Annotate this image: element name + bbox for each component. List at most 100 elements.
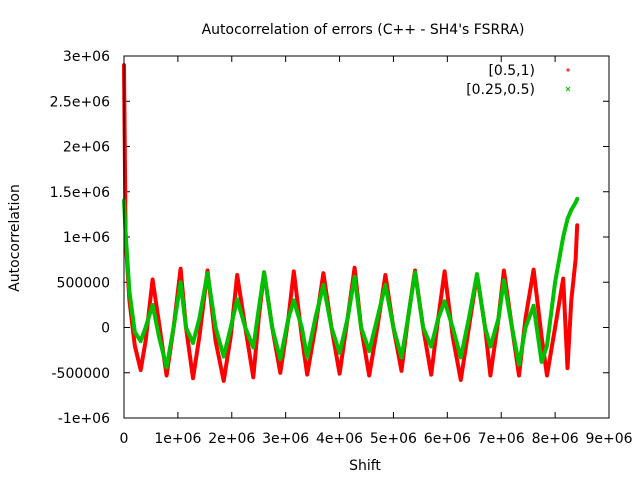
data-point: [178, 280, 183, 285]
data-point: [413, 270, 417, 275]
x-tick-label: 3e+06: [262, 431, 309, 447]
data-point: [421, 325, 425, 330]
data-point: [569, 207, 574, 212]
data-point: [123, 230, 128, 235]
data-point: [143, 325, 148, 330]
x-axis-label: Shift: [349, 458, 381, 474]
x-tick-label: 6e+06: [424, 431, 471, 447]
data-point: [436, 316, 441, 321]
legend-marker: [565, 86, 571, 92]
data-point: [286, 316, 291, 321]
plot-series: [122, 63, 580, 383]
x-tick-label: 5e+06: [370, 431, 417, 447]
data-point: [329, 325, 334, 330]
data-point: [256, 307, 261, 312]
data-point: [305, 355, 310, 360]
data-point: [545, 373, 549, 377]
data-point: [359, 325, 363, 330]
data-point: [222, 379, 226, 383]
data-point: [539, 360, 544, 364]
data-point: [566, 366, 570, 370]
data-point: [517, 362, 521, 367]
data-point: [352, 274, 357, 279]
data-point: [553, 280, 557, 285]
data-point: [383, 283, 388, 287]
data-point: [575, 197, 580, 201]
data-point: [523, 325, 528, 330]
data-point: [221, 354, 226, 359]
data-point: [375, 316, 380, 321]
data-point: [171, 325, 176, 330]
data-point: [406, 316, 410, 321]
series-2: [122, 197, 580, 370]
data-point: [133, 344, 137, 348]
y-tick-label: -500000: [52, 366, 111, 382]
plot-frame: [123, 55, 610, 419]
data-point: [383, 273, 387, 277]
data-point: [532, 268, 536, 272]
data-point: [132, 330, 137, 334]
data-point: [127, 289, 132, 294]
x-tick-label: 2e+06: [208, 431, 255, 447]
data-point: [214, 339, 218, 343]
data-point: [565, 217, 570, 221]
y-axis-label: Autocorrelation: [7, 184, 23, 292]
data-point: [228, 325, 233, 330]
data-point: [179, 267, 183, 271]
data-point: [164, 365, 169, 370]
data-point: [191, 341, 195, 345]
data-point: [157, 334, 161, 339]
y-tick-label: -1e+06: [58, 411, 110, 427]
data-point: [553, 326, 557, 329]
data-point: [545, 343, 549, 348]
axis-ticks: 0 1e+06 2e+06 3e+06 4e+06 5e+06 6e+06 7e+06 8e+0…: [50, 49, 633, 447]
data-point: [475, 272, 479, 276]
data-point: [251, 375, 255, 379]
y-tick-label: 0: [101, 321, 110, 337]
data-point: [299, 325, 304, 330]
data-point: [400, 369, 404, 373]
data-point: [191, 376, 195, 380]
data-point: [575, 223, 579, 227]
data-point: [510, 325, 514, 330]
data-point: [502, 278, 506, 283]
data-point: [561, 235, 566, 239]
data-point: [399, 355, 404, 360]
legend-label: [0.5,1): [488, 63, 535, 79]
x-tick-label: 0: [120, 431, 129, 447]
legend-marker: [566, 68, 570, 72]
data-point: [144, 339, 148, 343]
data-point: [338, 372, 342, 376]
data-point: [278, 357, 283, 362]
data-point: [367, 373, 371, 377]
x-tick-label: 4e+06: [316, 431, 363, 447]
data-point: [205, 271, 210, 276]
data-point: [459, 378, 463, 382]
data-point: [345, 316, 350, 321]
data-point: [502, 268, 506, 272]
data-point: [429, 373, 433, 377]
y-tick-label: 1e+06: [63, 230, 110, 246]
data-point: [540, 335, 544, 339]
data-point: [531, 303, 536, 308]
x-tick-label: 8e+06: [532, 431, 579, 447]
data-point: [458, 355, 463, 360]
data-point: [150, 303, 155, 307]
data-point: [429, 344, 434, 349]
data-point: [488, 373, 492, 377]
data-point: [321, 271, 325, 275]
data-point: [235, 297, 240, 302]
data-point: [574, 258, 578, 262]
data-point: [450, 325, 455, 330]
data-point: [213, 325, 218, 330]
data-point: [292, 269, 296, 273]
data-point: [184, 325, 188, 330]
data-point: [235, 273, 239, 277]
legend: [0.5,1) [0.25,0.5): [466, 63, 571, 98]
data-point: [251, 345, 256, 350]
legend-label: [0.25,0.5): [466, 82, 535, 98]
data-point: [313, 316, 318, 321]
data-point: [270, 325, 275, 330]
data-point: [165, 373, 169, 377]
